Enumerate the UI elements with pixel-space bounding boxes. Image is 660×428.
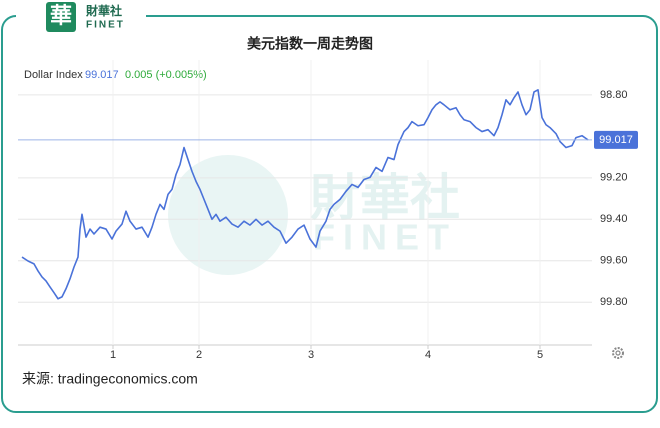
settings-icon[interactable] (612, 347, 624, 359)
y-tick-label: 99.40 (600, 213, 628, 225)
logo-mark: 華 (50, 3, 72, 28)
x-tick-label: 5 (537, 349, 543, 361)
logo-box (46, 2, 76, 32)
chart-title: 美元指数一周走势图 (247, 36, 373, 52)
series-line (21, 89, 589, 300)
y-tick-label: 99.20 (600, 172, 628, 184)
watermark-logo (168, 155, 288, 275)
legend-change: 0.005 (+0.005%) (125, 69, 207, 81)
y-tick-label: 99.80 (600, 296, 628, 308)
legend-value: 99.017 (85, 69, 119, 81)
logo-bg (16, 0, 146, 34)
logo-latin: FINET (86, 20, 125, 31)
legend-name: Dollar Index (24, 69, 83, 81)
frame (1, 15, 658, 413)
y-tick-label: 98.80 (600, 89, 628, 101)
last-value-box (594, 130, 638, 149)
x-tick-label: 3 (308, 349, 314, 361)
x-tick-label: 4 (425, 349, 431, 361)
x-tick-label: 1 (110, 349, 116, 361)
logo-name: 財華社 (85, 3, 122, 18)
x-tick-label: 2 (196, 349, 202, 361)
source: 来源: tradingeconomics.com (22, 371, 198, 387)
last-value-label: 99.017 (599, 134, 633, 146)
y-tick-label: 99.60 (600, 255, 628, 267)
watermark-latin: FINET (313, 217, 457, 258)
watermark-name: 財華社 (310, 170, 460, 226)
